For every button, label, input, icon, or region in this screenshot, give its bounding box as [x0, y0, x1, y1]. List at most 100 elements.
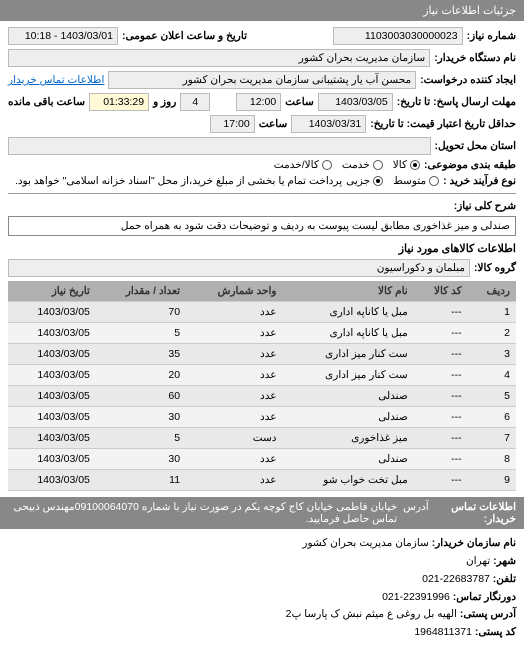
row-deadline: مهلت ارسال پاسخ: تا تاریخ: 1403/03/05 سا…: [8, 93, 516, 111]
contact-bar: اطلاعات تماس خریدار: آدرس خیابان فاطمی خ…: [0, 497, 524, 529]
table-cell: 20: [96, 365, 186, 386]
radio-goods[interactable]: کالا: [393, 159, 420, 171]
table-cell: 11: [96, 470, 186, 491]
table-cell: ست کنار میز اداری: [283, 365, 414, 386]
radio-medium-label: متوسط: [393, 175, 426, 187]
table-cell: 60: [96, 386, 186, 407]
category-radio-group: کالا خدمت کالا/خدمت: [274, 159, 420, 171]
contact-address-label: آدرس: [403, 501, 428, 525]
table-cell: عدد: [186, 407, 282, 428]
radio-dot-icon: [373, 160, 383, 170]
table-cell: عدد: [186, 344, 282, 365]
footer-org: سازمان مدیریت بحران کشور: [302, 537, 428, 549]
table-cell: ---: [414, 428, 468, 449]
buyer-field: سازمان مدیریت بحران کشور: [8, 49, 430, 67]
table-header-cell: نام کالا: [283, 281, 414, 302]
contact-info-link[interactable]: اطلاعات تماس خریدار: [8, 74, 104, 86]
radio-medium[interactable]: متوسط: [393, 175, 439, 187]
row-validity: حداقل تاریخ اعتبار قیمت: تا تاریخ: 1403/…: [8, 115, 516, 133]
table-cell: دست: [186, 428, 282, 449]
form-area: شماره نیاز: 1103003030000023 تاریخ و ساع…: [0, 21, 524, 497]
table-header-cell: واحد شمارش: [186, 281, 282, 302]
table-row[interactable]: 8---صندلیعدد301403/03/05: [8, 449, 516, 470]
table-cell: 5: [96, 323, 186, 344]
purchase-type-label: نوع فرآیند خرید :: [443, 175, 516, 187]
radio-minor[interactable]: جزیی: [346, 175, 383, 187]
radio-service-label: خدمت: [342, 159, 370, 171]
row-buyer: نام دستگاه خریدار: سازمان مدیریت بحران ک…: [8, 49, 516, 67]
footer-zip-label: کد پستی:: [475, 626, 516, 638]
validity-label: حداقل تاریخ اعتبار قیمت: تا تاریخ:: [370, 118, 516, 130]
table-cell: عدد: [186, 470, 282, 491]
table-cell: ---: [414, 302, 468, 323]
footer-city-label: شهر:: [493, 555, 516, 567]
footer-postal: الهیه بل روغی ع میثم نبش ک پارسا پ2: [286, 608, 457, 620]
row-delivery-state: استان محل تحویل:: [8, 137, 516, 155]
table-cell: 70: [96, 302, 186, 323]
table-cell: 6: [468, 407, 516, 428]
table-cell: عدد: [186, 323, 282, 344]
table-cell: 2: [468, 323, 516, 344]
footer: نام سازمان خریدار: سازمان مدیریت بحران ک…: [0, 529, 524, 648]
category-label: طبقه بندی موضوعی:: [424, 159, 516, 171]
table-header-row: ردیفکد کالانام کالاواحد شمارشتعداد / مقد…: [8, 281, 516, 302]
radio-dot-icon: [373, 176, 383, 186]
table-cell: صندلی: [283, 407, 414, 428]
radio-both-label: کالا/خدمت: [274, 159, 319, 171]
contact-address: خیابان فاطمی خیابان کاج کوچه یکم در صورت…: [8, 501, 397, 525]
validity-time-label: ساعت: [259, 118, 288, 130]
group-field: مبلمان و دکوراسیون: [8, 259, 470, 277]
table-cell: ---: [414, 407, 468, 428]
footer-phone: 22683787-021: [422, 573, 490, 585]
table-row[interactable]: 1---مبل یا کاناپه اداریعدد701403/03/05: [8, 302, 516, 323]
table-row[interactable]: 3---ست کنار میز اداریعدد351403/03/05: [8, 344, 516, 365]
footer-fax-row: دورنگار تماس: 22391996-021: [8, 589, 516, 607]
purchase-type-radio-group: متوسط جزیی: [346, 175, 439, 187]
deadline-time-field: 12:00: [236, 93, 281, 111]
footer-city-row: شهر: تهران: [8, 553, 516, 571]
table-cell: 30: [96, 449, 186, 470]
table-row[interactable]: 2---مبل یا کاناپه اداریعدد51403/03/05: [8, 323, 516, 344]
table-row[interactable]: 9---مبل تخت خواب شوعدد111403/03/05: [8, 470, 516, 491]
deadline-time-label: ساعت: [285, 96, 314, 108]
footer-fax: 22391996-021: [382, 591, 450, 603]
row-requester: ایجاد کننده درخواست: محسن آب یار پشتیبان…: [8, 71, 516, 89]
table-cell: 30: [96, 407, 186, 428]
table-cell: 1403/03/05: [8, 386, 96, 407]
group-label: گروه کالا:: [474, 262, 516, 274]
footer-org-label: نام سازمان خریدار:: [432, 537, 516, 549]
radio-both[interactable]: کالا/خدمت: [274, 159, 332, 171]
table-cell: ---: [414, 470, 468, 491]
validity-date-field: 1403/03/31: [291, 115, 366, 133]
footer-phone-row: تلفن: 22683787-021: [8, 571, 516, 589]
req-no-field: 1103003030000023: [333, 27, 463, 45]
table-header-cell: تعداد / مقدار: [96, 281, 186, 302]
table-row[interactable]: 4---ست کنار میز اداریعدد201403/03/05: [8, 365, 516, 386]
public-datetime-field: 1403/03/01 - 10:18: [8, 27, 118, 45]
footer-phone-label: تلفن:: [493, 573, 516, 585]
table-header-cell: ردیف: [468, 281, 516, 302]
deadline-label: مهلت ارسال پاسخ: تا تاریخ:: [397, 96, 516, 108]
table-cell: عدد: [186, 302, 282, 323]
footer-zip-row: کد پستی: 1964811371: [8, 624, 516, 642]
table-cell: ---: [414, 449, 468, 470]
radio-service[interactable]: خدمت: [342, 159, 383, 171]
table-cell: 35: [96, 344, 186, 365]
days-label: روز و: [153, 96, 176, 108]
remain-label: ساعت باقی مانده: [8, 96, 85, 108]
row-category: طبقه بندی موضوعی: کالا خدمت کالا/خدمت: [8, 159, 516, 171]
table-row[interactable]: 5---صندلیعدد601403/03/05: [8, 386, 516, 407]
delivery-state-label: استان محل تحویل:: [435, 140, 516, 152]
table-cell: مبل یا کاناپه اداری: [283, 323, 414, 344]
footer-postal-row: آدرس پستی: الهیه بل روغی ع میثم نبش ک پا…: [8, 606, 516, 624]
table-cell: 1403/03/05: [8, 470, 96, 491]
table-row[interactable]: 6---صندلیعدد301403/03/05: [8, 407, 516, 428]
row-description: شرح کلی نیاز: صندلی و میز غذاخوری مطابق …: [8, 200, 516, 236]
table-cell: عدد: [186, 365, 282, 386]
table-cell: 1403/03/05: [8, 407, 96, 428]
table-cell: 1403/03/05: [8, 428, 96, 449]
table-cell: 4: [468, 365, 516, 386]
table-row[interactable]: 7---میز غذاخوریدست51403/03/05: [8, 428, 516, 449]
row-purchase-type: نوع فرآیند خرید : متوسط جزیی پرداخت تمام…: [8, 175, 516, 187]
requester-field: محسن آب یار پشتیبانی سازمان مدیریت بحران…: [108, 71, 416, 89]
